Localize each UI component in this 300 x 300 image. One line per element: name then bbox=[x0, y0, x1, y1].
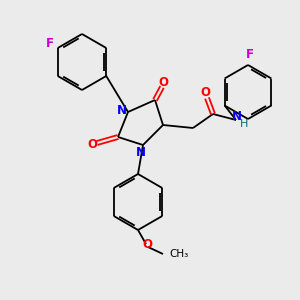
Text: N: N bbox=[136, 146, 146, 158]
Text: F: F bbox=[246, 49, 254, 62]
Text: F: F bbox=[46, 37, 54, 50]
Text: O: O bbox=[158, 76, 168, 88]
Text: CH₃: CH₃ bbox=[169, 249, 188, 259]
Text: O: O bbox=[142, 238, 152, 251]
Text: H: H bbox=[240, 119, 248, 129]
Text: O: O bbox=[87, 137, 97, 151]
Text: O: O bbox=[200, 85, 210, 98]
Text: N: N bbox=[117, 103, 127, 116]
Text: N: N bbox=[232, 110, 242, 124]
